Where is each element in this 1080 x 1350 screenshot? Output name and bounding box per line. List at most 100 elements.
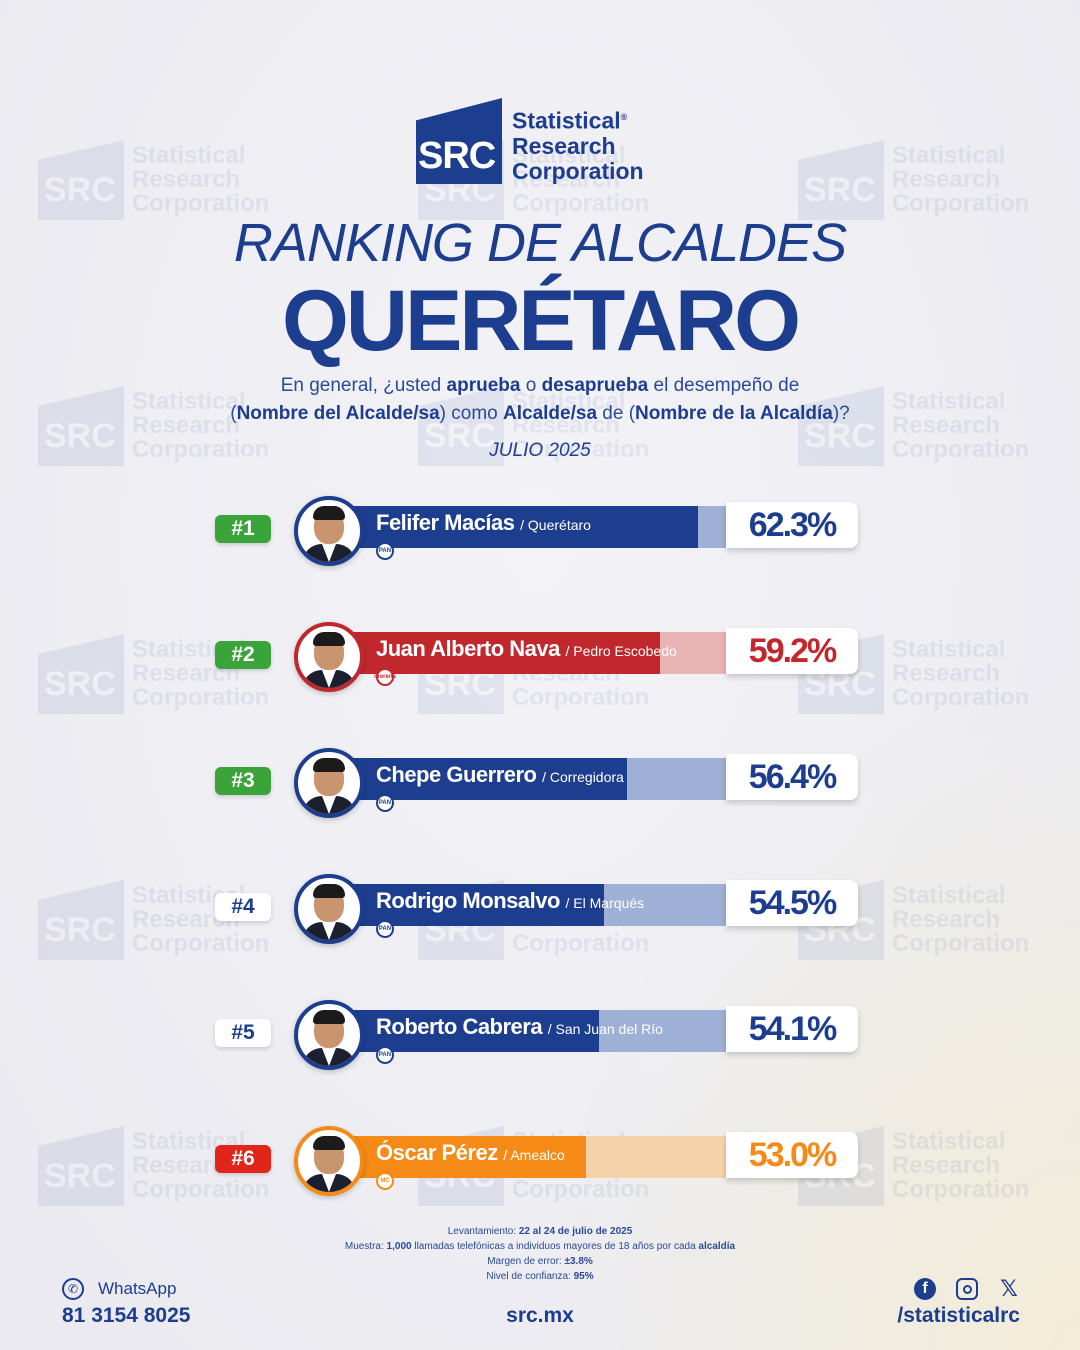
- photo-hair: [313, 758, 345, 772]
- candidate-name-line: Óscar Pérez / Amealco: [376, 1140, 565, 1166]
- photo-hair: [313, 1136, 345, 1150]
- rank-badge: #6: [215, 1145, 271, 1173]
- ranking-row: #6 MC Óscar Pérez / Amealco 53.0%: [0, 1126, 1080, 1212]
- bar-track: [330, 884, 730, 926]
- methodology: Levantamiento: 22 al 24 de julio de 2025…: [0, 1224, 1080, 1284]
- candidate-photo: [294, 496, 364, 566]
- watermark-text-line: Research: [892, 166, 1001, 193]
- fieldwork-line: Levantamiento: 22 al 24 de julio de 2025: [447, 1226, 633, 1237]
- watermark-mark: SRC: [38, 140, 124, 220]
- approval-percentage: 53.0%: [726, 1132, 858, 1178]
- candidate-name: Juan Alberto Nava: [376, 636, 560, 661]
- ranking-row: #4 PAN Rodrigo Monsalvo / El Marqués 54.5%: [0, 874, 1080, 960]
- logo-wordmark: Statistical® Research Corporation: [512, 105, 644, 184]
- candidate-name-line: Roberto Cabrera / San Juan del Río: [376, 1014, 663, 1040]
- logo-reg: ®: [620, 112, 628, 123]
- ranking-row: #5 PAN Roberto Cabrera / San Juan del Río 5…: [0, 1000, 1080, 1086]
- party-logo-icon: PAN: [376, 920, 394, 938]
- rank-badge: #5: [215, 1019, 271, 1047]
- logo-line-1: Statistical: [512, 108, 621, 134]
- social-handle[interactable]: /statisticalrc: [897, 1304, 1020, 1327]
- party-logo-icon: PAN: [376, 542, 394, 560]
- logo-mark-text: SRC: [418, 135, 496, 177]
- party-logo-icon: morena: [374, 668, 396, 686]
- candidate-photo: [294, 1000, 364, 1070]
- whatsapp-icon: ✆: [62, 1278, 84, 1300]
- municipality: / Amealco: [503, 1147, 565, 1163]
- src-logo-mark: SRC: [416, 98, 502, 184]
- bar-track: [330, 506, 730, 548]
- photo-hair: [313, 632, 345, 646]
- candidate-name: Roberto Cabrera: [376, 1014, 543, 1039]
- candidate-name: Chepe Guerrero: [376, 762, 537, 787]
- whatsapp-number[interactable]: 81 3154 8025: [62, 1304, 191, 1327]
- bar-fill: [330, 758, 627, 800]
- candidate-photo: [294, 1126, 364, 1196]
- title-line-2: QUERÉTARO: [281, 273, 801, 369]
- candidate-name-line: Chepe Guerrero / Corregidora: [376, 762, 624, 788]
- logo-line-3: Corporation: [512, 158, 644, 184]
- bar-track: [330, 1136, 730, 1178]
- approval-percentage: 54.1%: [726, 1006, 858, 1052]
- ranking-row: #1 PAN Felifer Macías / Querétaro 62.3%: [0, 496, 1080, 582]
- candidate-name-line: Felifer Macías / Querétaro: [376, 510, 591, 536]
- rank-badge: #4: [215, 893, 271, 921]
- candidate-name-line: Juan Alberto Nava / Pedro Escobedo: [376, 636, 677, 662]
- rank-badge: #2: [215, 641, 271, 669]
- social-links: f 𝕏 /statisticalrc: [897, 1276, 1020, 1328]
- bar-fill: [330, 1010, 599, 1052]
- photo-hair: [313, 884, 345, 898]
- rank-badge: #3: [215, 767, 271, 795]
- municipality: / Pedro Escobedo: [565, 643, 677, 659]
- ranking-row: #2 morena Juan Alberto Nava / Pedro Escobe…: [0, 622, 1080, 708]
- candidate-name: Felifer Macías: [376, 510, 515, 535]
- photo-hair: [313, 1010, 345, 1024]
- approval-percentage: 62.3%: [726, 502, 858, 548]
- candidate-name: Óscar Pérez: [376, 1140, 498, 1165]
- rank-badge: #1: [215, 515, 271, 543]
- candidate-photo: [294, 874, 364, 944]
- whatsapp-label: WhatsApp: [98, 1279, 177, 1298]
- municipality: / El Marqués: [565, 895, 645, 911]
- candidate-name-line: Rodrigo Monsalvo / El Marqués: [376, 888, 644, 914]
- margin-line: Margen de error: ±3.8%: [487, 1256, 593, 1267]
- x-icon[interactable]: 𝕏: [1000, 1276, 1018, 1301]
- sample-line: Muestra: 1,000 llamadas telefónicas a in…: [344, 1241, 736, 1252]
- whatsapp-contact[interactable]: ✆ WhatsApp 81 3154 8025: [62, 1278, 190, 1328]
- candidate-name: Rodrigo Monsalvo: [376, 888, 560, 913]
- photo-hair: [313, 506, 345, 520]
- bar-fill: [330, 884, 604, 926]
- candidate-photo: [294, 622, 364, 692]
- instagram-icon[interactable]: [956, 1278, 978, 1300]
- party-logo-icon: MC: [376, 1172, 394, 1190]
- candidate-photo: [294, 748, 364, 818]
- watermark-text-line: Statistical: [892, 142, 1006, 169]
- watermark-text-line: Statistical: [132, 142, 246, 169]
- municipality: / Corregidora: [542, 769, 624, 785]
- bar-track: [330, 632, 730, 674]
- party-logo-icon: PAN: [376, 1046, 394, 1064]
- approval-percentage: 56.4%: [726, 754, 858, 800]
- bar-fill: [330, 1136, 586, 1178]
- website-link[interactable]: src.mx: [506, 1304, 574, 1327]
- approval-percentage: 59.2%: [726, 628, 858, 674]
- watermark-text-line: Research: [132, 166, 241, 193]
- bar-track: [330, 1010, 730, 1052]
- src-logo: SRC Statistical® Research Corporation: [416, 98, 644, 184]
- confidence-line: Nivel de confianza: 95%: [486, 1271, 594, 1282]
- survey-date: JULIO 2025: [489, 440, 591, 461]
- bar-fill: [330, 506, 698, 548]
- approval-percentage: 54.5%: [726, 880, 858, 926]
- facebook-icon[interactable]: f: [914, 1278, 936, 1300]
- party-logo-icon: PAN: [376, 794, 394, 812]
- watermark-mark: SRC: [798, 140, 884, 220]
- survey-question: En general, ¿usted aprueba o desaprueba …: [230, 375, 850, 424]
- logo-line-2: Research: [512, 133, 616, 159]
- municipality: / Querétaro: [520, 517, 591, 533]
- municipality: / San Juan del Río: [547, 1021, 663, 1037]
- ranking-row: #3 PAN Chepe Guerrero / Corregidora 56.4%: [0, 748, 1080, 834]
- title-line-1: RANKING DE ALCALDES: [233, 213, 847, 273]
